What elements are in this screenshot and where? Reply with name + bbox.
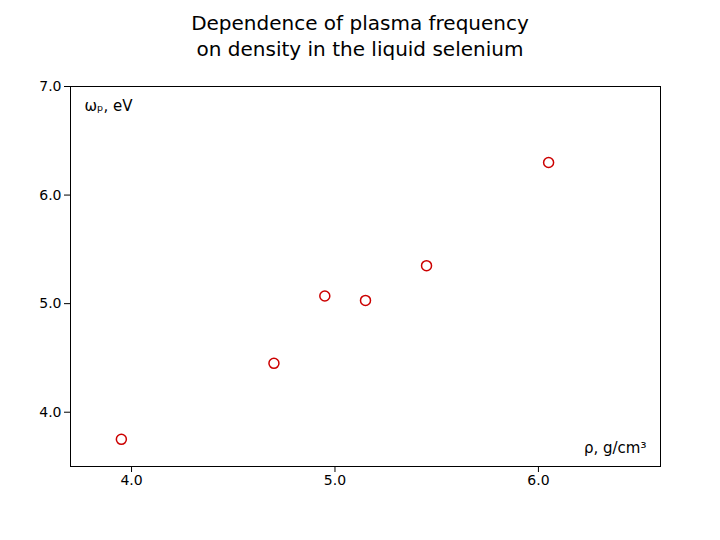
svg-text:6.0: 6.0: [39, 187, 61, 203]
svg-text:6.0: 6.0: [527, 472, 549, 488]
svg-text:5.0: 5.0: [39, 295, 61, 311]
html-text:Dependence of plasma frequency: Dependence of plasma frequency: [191, 11, 529, 35]
svg-text:7.0: 7.0: [39, 78, 61, 94]
svg-text:ωₚ, eV: ωₚ, eV: [85, 97, 134, 115]
svg-text:4.0: 4.0: [120, 472, 142, 488]
html-text:on density in the liquid selen: on density in the liquid selenium: [196, 37, 524, 61]
svg-text:4.0: 4.0: [39, 404, 61, 420]
svg-text:5.0: 5.0: [324, 472, 346, 488]
svg-text:ρ, g/cm³: ρ, g/cm³: [584, 439, 647, 457]
